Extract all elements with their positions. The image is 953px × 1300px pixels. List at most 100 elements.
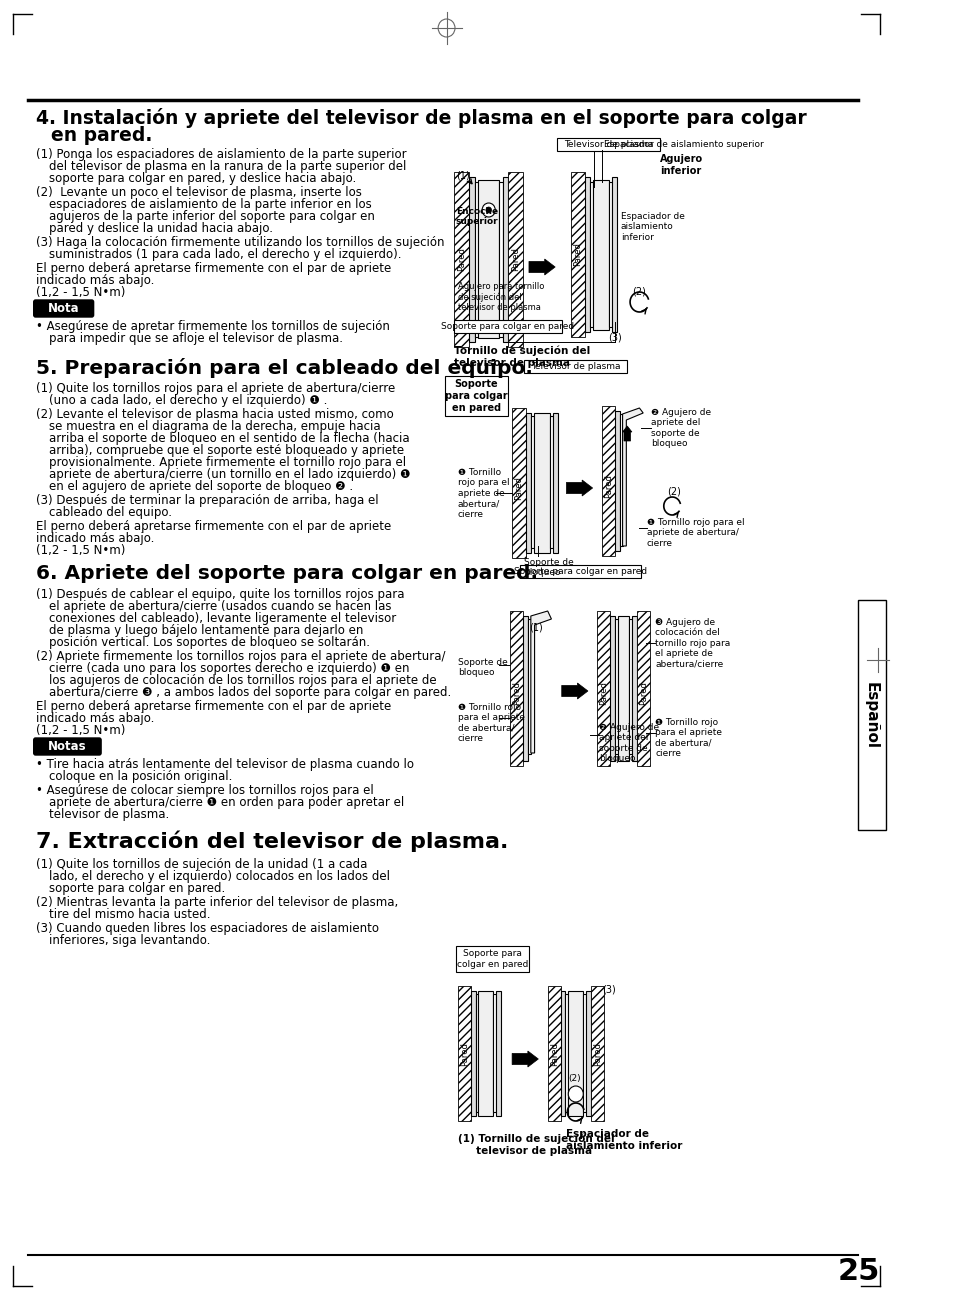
Text: (3) Después de terminar la preparación de arriba, haga el: (3) Después de terminar la preparación d… <box>35 494 377 507</box>
Bar <box>475 182 477 337</box>
Bar <box>557 138 659 151</box>
Bar <box>568 991 582 1115</box>
Text: apriete de abertura/cierre ❶ en orden para poder apretar el: apriete de abertura/cierre ❶ en orden pa… <box>49 796 403 809</box>
Bar <box>585 991 590 1115</box>
Text: Pared: Pared <box>549 1043 558 1066</box>
Text: 4. Instalación y apriete del televisor de plasma en el soporte para colgar: 4. Instalación y apriete del televisor d… <box>35 108 805 127</box>
Text: (1,2 - 1,5 N•m): (1,2 - 1,5 N•m) <box>35 724 125 737</box>
Text: inferiores, siga levantando.: inferiores, siga levantando. <box>49 933 210 946</box>
Text: ❶ Tornillo rojo para el
apriete de abertura/
cierre: ❶ Tornillo rojo para el apriete de abert… <box>646 517 743 547</box>
Text: • Asegúrese de colocar siempre los tornillos rojos para el: • Asegúrese de colocar siempre los torni… <box>35 784 373 797</box>
Text: ❷ Agujero de
apriete del
soporte de
bloqueo: ❷ Agujero de apriete del soporte de bloq… <box>598 723 659 763</box>
Text: suministrados (1 para cada lado, el derecho y el izquierdo).: suministrados (1 para cada lado, el dere… <box>49 248 401 261</box>
Text: cierre (cada uno para los soportes derecho e izquierdo) ❶ en: cierre (cada uno para los soportes derec… <box>49 662 409 675</box>
Text: en el agujero de apriete del soporte de bloqueo ❷ .: en el agujero de apriete del soporte de … <box>49 480 353 493</box>
FancyBboxPatch shape <box>857 601 884 829</box>
Text: (3): (3) <box>608 332 621 342</box>
Bar <box>618 616 628 760</box>
Text: 5. Preparación para el cableado del equipo.: 5. Preparación para el cableado del equi… <box>35 358 532 378</box>
Bar <box>609 182 612 328</box>
Text: para impedir que se afloje el televisor de plasma.: para impedir que se afloje el televisor … <box>49 332 342 344</box>
Text: provisionalmente. Apriete firmemente el tornillo rojo para el: provisionalmente. Apriete firmemente el … <box>49 456 405 469</box>
Text: espaciadores de aislamiento de la parte inferior en los: espaciadores de aislamiento de la parte … <box>49 198 371 211</box>
Text: Soporte de
bloqueo: Soporte de bloqueo <box>457 658 507 677</box>
Text: Pared: Pared <box>598 681 608 705</box>
Bar <box>456 946 528 972</box>
Text: Pared: Pared <box>638 681 647 705</box>
Text: Soporte
para colgar
en pared: Soporte para colgar en pared <box>445 380 507 412</box>
Text: Agujero
inferior: Agujero inferior <box>659 153 702 176</box>
Bar <box>493 994 496 1112</box>
Bar <box>589 182 592 328</box>
Polygon shape <box>512 1050 537 1067</box>
Bar <box>454 172 469 347</box>
Bar <box>619 413 622 546</box>
Text: (3) Haga la colocación firmemente utilizando los tornillos de sujeción: (3) Haga la colocación firmemente utiliz… <box>35 237 443 250</box>
Bar <box>553 413 558 552</box>
Text: (1) Ponga los espaciadores de aislamiento de la parte superior: (1) Ponga los espaciadores de aislamient… <box>35 148 406 161</box>
Text: Pared: Pared <box>514 476 522 501</box>
Text: en pared.: en pared. <box>51 126 152 146</box>
Text: lado, el derecho y el izquierdo) colocados en los lados del: lado, el derecho y el izquierdo) colocad… <box>49 870 389 883</box>
Text: el apriete de abertura/cierre (usados cuando se hacen las: el apriete de abertura/cierre (usados cu… <box>49 601 391 614</box>
Text: (1): (1) <box>456 170 470 179</box>
Text: 6. Apriete del soporte para colgar en pared.: 6. Apriete del soporte para colgar en pa… <box>35 564 537 582</box>
Polygon shape <box>622 408 642 546</box>
Text: ❶ Tornillo
rojo para el
apriete de
abertura/
cierre: ❶ Tornillo rojo para el apriete de abert… <box>457 468 509 519</box>
Text: (1): (1) <box>528 623 542 633</box>
Text: del televisor de plasma en la ranura de la parte superior del: del televisor de plasma en la ranura de … <box>49 160 406 173</box>
Text: agujeros de la parte inferior del soporte para colgar en: agujeros de la parte inferior del soport… <box>49 211 375 224</box>
Text: tire del mismo hacia usted.: tire del mismo hacia usted. <box>49 907 210 920</box>
Polygon shape <box>622 426 631 441</box>
Bar <box>631 616 636 760</box>
Text: pared y deslice la unidad hacia abajo.: pared y deslice la unidad hacia abajo. <box>49 222 273 235</box>
Text: Pared: Pared <box>603 474 613 498</box>
Text: Nota: Nota <box>48 302 79 315</box>
Text: (1,2 - 1,5 N•m): (1,2 - 1,5 N•m) <box>35 543 125 556</box>
Bar <box>571 172 584 337</box>
Text: (2): (2) <box>568 1074 580 1083</box>
Bar <box>615 619 618 754</box>
Text: Televisor de plasma: Televisor de plasma <box>563 140 653 150</box>
Bar <box>476 994 477 1112</box>
Bar <box>477 991 493 1115</box>
Bar <box>597 611 610 766</box>
Text: arriba), compruebe que el soporte esté bloqueado y apriete: arriba), compruebe que el soporte esté b… <box>49 445 403 458</box>
Bar <box>512 408 526 558</box>
Text: El perno deberá apretarse firmemente con el par de apriete: El perno deberá apretarse firmemente con… <box>35 699 391 712</box>
Polygon shape <box>528 259 555 276</box>
Text: (2) Apriete firmemente los tornillos rojos para el apriete de abertura/: (2) Apriete firmemente los tornillos roj… <box>35 650 445 663</box>
Bar <box>454 320 561 333</box>
Bar <box>636 611 649 766</box>
Text: (3): (3) <box>601 984 615 994</box>
Text: Soporte para colgar en pared: Soporte para colgar en pared <box>514 567 646 576</box>
Bar <box>502 177 508 342</box>
Text: (2) Levante el televisor de plasma hacia usted mismo, como: (2) Levante el televisor de plasma hacia… <box>35 408 393 421</box>
Text: • Asegúrese de apretar firmemente los tornillos de sujeción: • Asegúrese de apretar firmemente los to… <box>35 320 389 333</box>
Text: posición vertical. Los soportes de bloqueo se soltarán.: posición vertical. Los soportes de bloqu… <box>49 636 370 649</box>
Bar <box>560 991 565 1115</box>
Bar <box>498 182 502 337</box>
Text: Pared: Pared <box>511 247 519 270</box>
Text: Agujero para tornillo
de sujeción del
televisor de plasma: Agujero para tornillo de sujeción del te… <box>457 282 543 312</box>
Circle shape <box>568 1086 582 1102</box>
Text: indicado más abajo.: indicado más abajo. <box>35 274 153 287</box>
Bar <box>628 619 631 754</box>
Text: Español: Español <box>863 681 879 749</box>
Bar <box>582 994 585 1112</box>
Bar <box>477 179 498 338</box>
Text: Encoche
superior: Encoche superior <box>456 207 498 226</box>
Bar <box>584 177 589 332</box>
Bar <box>565 994 568 1112</box>
Bar <box>457 985 471 1121</box>
Bar <box>496 991 500 1115</box>
Text: (3) Cuando queden libres los espaciadores de aislamiento: (3) Cuando queden libres los espaciadore… <box>35 922 378 935</box>
Text: ❸ Agujero de
colocación del
tornillo rojo para
el apriete de
abertura/cierre: ❸ Agujero de colocación del tornillo roj… <box>655 618 730 668</box>
Text: coloque en la posición original.: coloque en la posición original. <box>49 770 232 783</box>
Bar <box>550 416 553 549</box>
Text: Pared: Pared <box>459 1043 468 1066</box>
Bar <box>547 985 560 1121</box>
Text: Espaciador de
aislamiento
inferior: Espaciador de aislamiento inferior <box>620 212 684 242</box>
Text: Pared: Pared <box>512 681 520 705</box>
Text: soporte para colgar en pared, y deslice hacia abajo.: soporte para colgar en pared, y deslice … <box>49 172 355 185</box>
